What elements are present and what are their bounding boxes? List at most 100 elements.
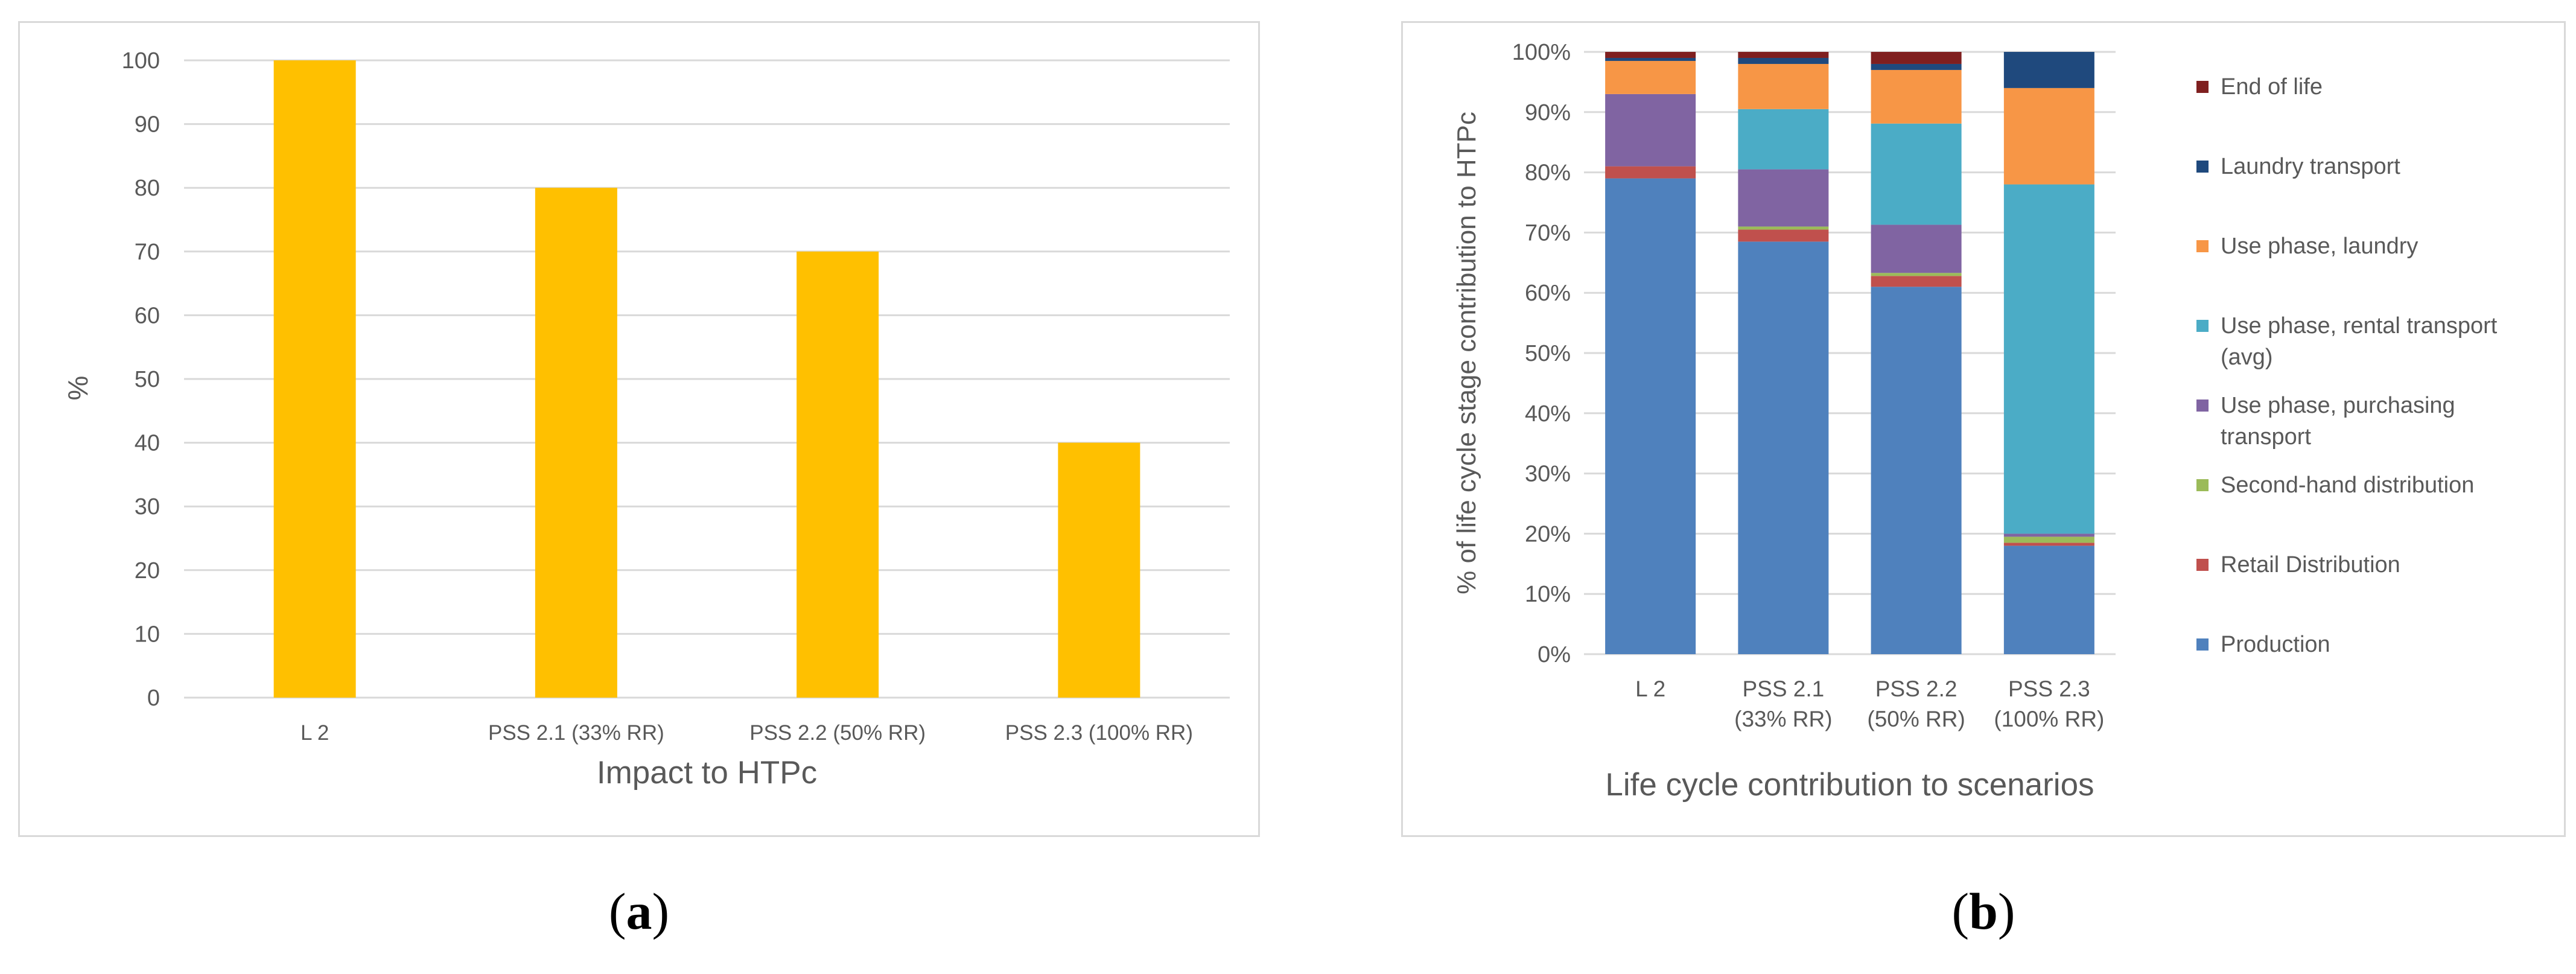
bar-segment [1738, 241, 1829, 654]
y-tick-label: 10 [135, 622, 160, 647]
y-axis-label: % of life cycle stage contribution to HT… [1452, 112, 1481, 594]
legend-swatch [2196, 81, 2209, 93]
bar-segment [1871, 63, 1962, 70]
y-tick-label: 80% [1525, 161, 1571, 186]
legend-swatch [2196, 161, 2209, 173]
x-axis-label: Impact to HTPc [597, 755, 817, 791]
bar-segment [1605, 94, 1696, 167]
y-tick-label: 90% [1525, 100, 1571, 126]
y-tick-label: 20 [135, 558, 160, 584]
bar [797, 251, 879, 698]
y-tick-label: 40 [135, 431, 160, 456]
y-tick-label: 70% [1525, 220, 1571, 246]
x-tick-label-line: PSS 2.2 [1875, 676, 1957, 701]
bar-segment [2003, 543, 2094, 546]
legend-swatch [2196, 559, 2209, 571]
legend-label-line: Production [2221, 632, 2330, 657]
legend-label-line: (avg) [2221, 345, 2273, 370]
bar-segment [1871, 273, 1962, 276]
legend-label-line: Retail Distribution [2221, 552, 2400, 578]
bar-segment [1605, 52, 1696, 58]
bar [1058, 442, 1140, 698]
caption-a-close: ) [652, 882, 670, 940]
y-tick-label: 0% [1538, 642, 1571, 667]
y-tick-label: 30% [1525, 462, 1571, 487]
bar [273, 60, 356, 698]
x-tick-label-line: L 2 [1635, 676, 1665, 701]
bar-segment [2003, 536, 2094, 543]
x-tick-label: PSS 2.3 (100% RR) [1994, 676, 2104, 731]
chart-a-svg: 0 10 20 30 40 50 60 70 80 90 100% L 2 PSS 2.1 (33% R… [62, 48, 1230, 791]
y-tick-label: 30 [135, 494, 160, 520]
y-tick-label: 60 [135, 303, 160, 328]
x-tick-label: PSS 2.1 (33% RR) [1734, 676, 1832, 731]
legend-swatch [2196, 638, 2209, 651]
y-tick-label: 70 [135, 240, 160, 265]
x-tick-label-line: PSS 2.1 [1742, 676, 1824, 701]
legend-label: Second-hand distribution [2221, 473, 2474, 498]
y-tick-label: 100% [1512, 40, 1571, 65]
y-axis-label: % [62, 376, 94, 401]
bar [535, 188, 617, 698]
bar-segment [1738, 57, 1829, 64]
bar-segment [1871, 69, 1962, 124]
bar-segment [1738, 229, 1829, 242]
bar-segment [1738, 109, 1829, 170]
legend-label: Production [2221, 632, 2330, 657]
x-tick-label: PSS 2.2 (50% RR) [749, 721, 926, 745]
legend-label: Use phase, laundry [2221, 234, 2418, 259]
x-tick-label-line: (50% RR) [1867, 707, 1965, 731]
legend-swatch [2196, 399, 2209, 412]
bar-segment [1871, 287, 1962, 655]
y-tick-label: 0 [147, 686, 160, 711]
bar-segment [1605, 178, 1696, 655]
caption-a: (a) [518, 881, 760, 941]
caption-a-open: ( [608, 882, 626, 940]
legend-label-line: End of life [2221, 74, 2323, 100]
x-tick-label: PSS 2.2 (50% RR) [1867, 676, 1965, 731]
caption-a-letter: a [626, 882, 652, 940]
caption-b-close: ) [1997, 882, 2015, 940]
y-tick-label: 20% [1525, 521, 1571, 547]
chart-b-panel: 0% 10% 20% 30% 40% 50% 60% 70% 80% 90% 100% % of li… [1401, 21, 2566, 837]
y-tick-label: 90 [135, 112, 160, 138]
legend-label-line: Second-hand distribution [2221, 473, 2474, 498]
y-tick-label: 50% [1525, 341, 1571, 366]
chart-b-svg: 0% 10% 20% 30% 40% 50% 60% 70% 80% 90% 100% % of li… [1452, 40, 2498, 803]
bar-segment [2003, 88, 2094, 185]
x-tick-label: PSS 2.1 (33% RR) [488, 721, 664, 745]
x-tick-label-line: (100% RR) [1994, 707, 2104, 731]
bar-segment [1738, 169, 1829, 227]
bar-segment [1738, 226, 1829, 230]
legend-swatch [2196, 479, 2209, 491]
legend: End of life Laundry transport Use phase, l… [2196, 74, 2498, 657]
y-tick-label: 100 [122, 48, 160, 74]
y-tick-label: 10% [1525, 582, 1571, 607]
bar-segment [1738, 52, 1829, 58]
legend-label: Retail Distribution [2221, 552, 2400, 578]
bar-segment [1605, 166, 1696, 179]
bar-segment [1871, 52, 1962, 64]
legend-label-line: Use phase, rental transport [2221, 313, 2498, 339]
legend-swatch [2196, 240, 2209, 252]
bar-segment [2003, 546, 2094, 654]
y-tick-label: 40% [1525, 401, 1571, 427]
bar-segment [2003, 52, 2094, 88]
bar-segment [2003, 184, 2094, 534]
bar-segment [1605, 57, 1696, 61]
bar-segment [1871, 224, 1962, 273]
chart-a-panel: 0 10 20 30 40 50 60 70 80 90 100% L 2 PSS 2.1 (33% R… [18, 21, 1260, 837]
bar-segment [1738, 63, 1829, 109]
x-axis-label: Life cycle contribution to scenarios [1605, 767, 2094, 803]
legend-label: End of life [2221, 74, 2323, 100]
caption-b: (b) [1863, 881, 2104, 941]
legend-label-line: Use phase, purchasing [2221, 393, 2455, 418]
caption-b-open: ( [1951, 882, 1970, 940]
x-tick-label: L 2 [301, 721, 329, 745]
legend-label: Laundry transport [2221, 154, 2400, 179]
legend-label: Use phase, rental transport (avg) [2221, 313, 2498, 370]
bar-segment [1871, 276, 1962, 287]
caption-b-letter: b [1969, 882, 1998, 940]
y-tick-label: 80 [135, 176, 160, 201]
legend-label-line: Laundry transport [2221, 154, 2400, 179]
